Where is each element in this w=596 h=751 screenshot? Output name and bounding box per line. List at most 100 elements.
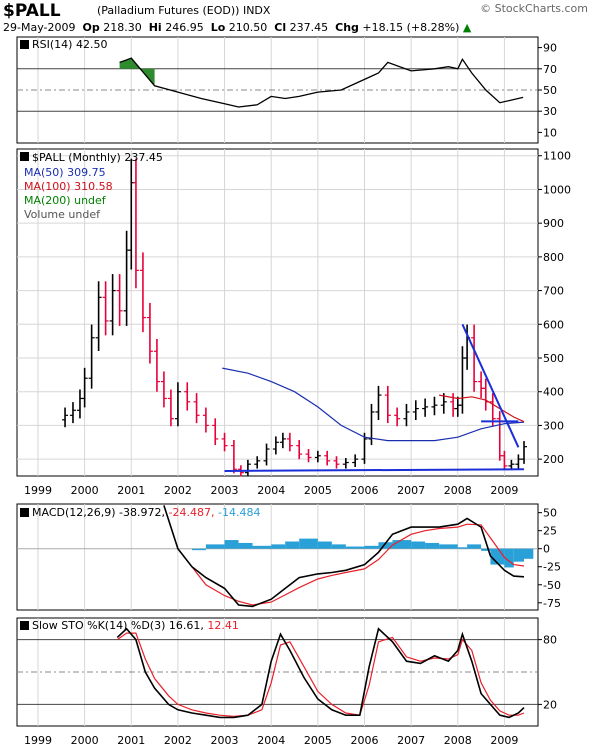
macd-histogram: [191, 538, 534, 568]
x-tick-label: 2006: [350, 484, 378, 497]
x-tick-label: 2000: [71, 484, 99, 497]
price-legend-item: MA(100) 310.58: [24, 180, 113, 193]
rsi-y-label: 50: [543, 84, 557, 97]
ohlc-line: 29-May-2009 Op 218.30 Hi 246.95 Lo 210.5…: [3, 21, 472, 34]
macd-histogram-bar: [504, 548, 514, 568]
x-tick-label: 2001: [117, 484, 145, 497]
rsi-panel: 90 70 50 30 10 RSI(14) 42.50: [16, 36, 557, 144]
x-tick-label: 1999: [24, 734, 52, 747]
sto-d-line: [116, 632, 525, 717]
rsi-frame: [16, 36, 539, 144]
x-tick-label: 2007: [397, 484, 425, 497]
sto-legend-part: 12.41: [207, 619, 239, 632]
macd-grid: [17, 504, 538, 610]
sto-legend-swatch: [20, 621, 29, 630]
macd-histogram-bar: [411, 541, 426, 549]
macd-legend-part: MACD(12,26,9): [32, 506, 116, 519]
macd-histogram-bar: [524, 548, 534, 559]
macd-histogram-bar: [317, 541, 332, 549]
sto-y-label: 80: [543, 634, 557, 647]
macd-panel: 50 25 0 -25 -50 -75 MACD(12,26,9) -38.972, -2…: [16, 503, 561, 611]
price-legend-swatch: [20, 152, 29, 161]
macd-histogram-bar: [345, 546, 365, 549]
sto-frame: [16, 617, 539, 727]
macd-histogram-bar: [252, 545, 272, 549]
ma50-line: [222, 367, 525, 442]
trend-line: [461, 323, 520, 448]
price-title: $PALL (Monthly) 237.45: [32, 151, 163, 164]
x-tick-label: 2004: [257, 484, 285, 497]
macd-legend-part: -24.487,: [169, 506, 215, 519]
macd-y-ticks: 50 25 0 -25 -50 -75: [538, 507, 561, 610]
price-frame: [16, 148, 539, 477]
macd-y-label: 25: [543, 525, 557, 538]
rsi-legend-swatch: [20, 40, 29, 49]
macd-legend-part: -38.972,: [119, 506, 165, 519]
sto-k-line: [116, 627, 525, 719]
price-y-label: 300: [543, 419, 564, 432]
price-x-axis: 1999 2000 2001 2002 2003 2004 2005 2006 2007 2008…: [24, 484, 518, 497]
ma100-line: [438, 394, 525, 423]
price-legend-item: MA(200) undef: [24, 194, 107, 207]
price-panel: 1100 1000 900 800 700 600 500 400 300 200 $PALL (…: [16, 148, 571, 477]
macd-histogram-bar: [481, 548, 491, 551]
macd-histogram-bar: [299, 538, 318, 549]
price-y-ticks: 1100 1000 900 800 700 600 500 400 300 200: [538, 150, 571, 466]
macd-signal-line: [191, 523, 525, 606]
x-tick-label: 2003: [211, 734, 239, 747]
macd-histogram-bar: [425, 542, 440, 549]
macd-histogram-bar: [457, 547, 468, 549]
macd-histogram-bar: [271, 544, 286, 549]
macd-histogram-bar: [467, 544, 482, 549]
macd-histogram-bar: [378, 542, 393, 549]
x-tick-label: 2009: [490, 484, 518, 497]
rsi-y-label: 30: [543, 105, 557, 118]
sto-y-ticks: 80 20: [538, 634, 557, 711]
trend-line: [224, 468, 525, 472]
x-tick-label: 2001: [117, 734, 145, 747]
x-tick-label: 2009: [490, 734, 518, 747]
rsi-y-ticks: 90 70 50 30 10: [538, 42, 557, 139]
sto-legend-part: Slow STO %K(14) %D(3) 16.61,: [32, 619, 204, 632]
rsi-line: [119, 57, 524, 108]
macd-legend-part: -14.484: [218, 506, 260, 519]
x-tick-label: 2008: [444, 734, 472, 747]
rsi-y-label: 70: [543, 63, 557, 76]
macd-y-label: -25: [543, 561, 561, 574]
price-y-label: 200: [543, 453, 564, 466]
up-arrow-icon: ▲: [462, 21, 472, 34]
macd-frame: [16, 503, 539, 611]
macd-histogram-bar: [224, 540, 239, 549]
price-y-label: 700: [543, 285, 564, 298]
macd-histogram-bar: [364, 545, 379, 549]
price-legend-item: MA(50) 309.75: [24, 166, 106, 179]
price-y-label: 1000: [543, 183, 571, 196]
macd-y-label: -50: [543, 579, 561, 592]
price-y-label: 400: [543, 386, 564, 399]
rsi-y-label: 90: [543, 42, 557, 55]
x-tick-label: 2006: [350, 734, 378, 747]
macd-histogram-bar: [205, 544, 225, 549]
x-tick-label: 2008: [444, 484, 472, 497]
price-y-label: 900: [543, 217, 564, 230]
rsi-overbought-fill: [119, 58, 155, 86]
sto-panel: 80 20 Slow STO %K(14) %D(3) 16.61, 12.41: [16, 617, 557, 727]
sto-x-axis: 1999 2000 2001 2002 2003 2004 2005 2006 2007 2008…: [24, 734, 518, 747]
macd-y-label: 50: [543, 507, 557, 520]
sto-grid: [17, 618, 538, 726]
x-tick-label: 2004: [257, 734, 285, 747]
macd-histogram-bar: [285, 541, 300, 549]
x-tick-label: 2002: [164, 484, 192, 497]
x-tick-label: 2003: [211, 484, 239, 497]
price-legend-item: Volume undef: [24, 208, 101, 221]
change-value: +18.15 (+8.28%): [362, 21, 460, 34]
macd-line: [163, 505, 525, 608]
macd-histogram-bar: [513, 548, 525, 562]
chart-header: $PALL (Palladium Futures (EOD)) INDX © S…: [0, 0, 596, 40]
symbol-description: (Palladium Futures (EOD)) INDX: [97, 4, 271, 17]
macd-histogram-bar: [392, 540, 412, 549]
x-tick-label: 2002: [164, 734, 192, 747]
x-tick-label: 1999: [24, 484, 52, 497]
